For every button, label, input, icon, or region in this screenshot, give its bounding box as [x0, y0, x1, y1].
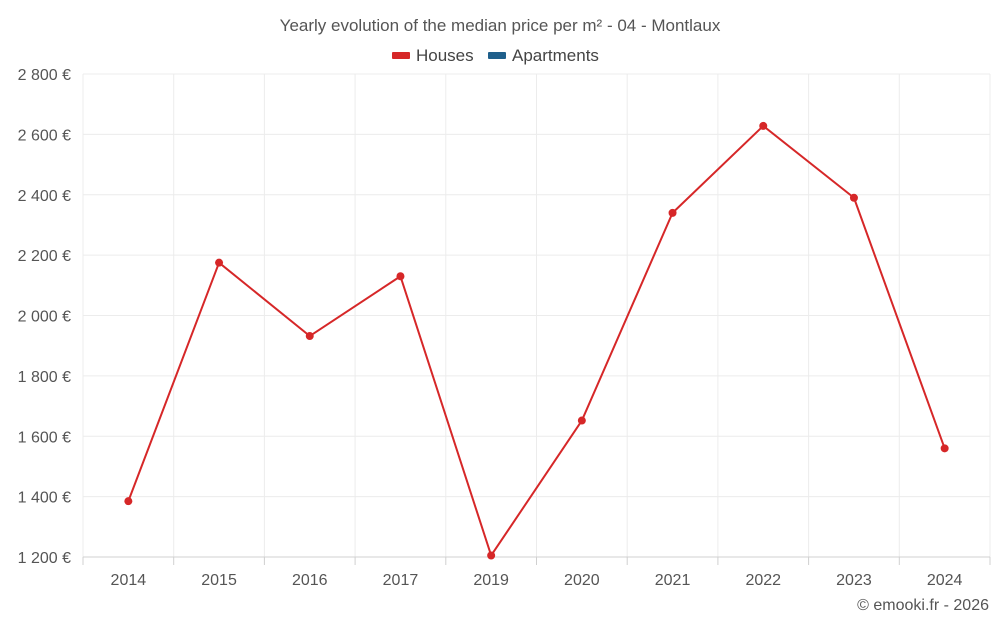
y-tick-label: 2 200 € — [18, 248, 71, 265]
legend-label-houses: Houses — [416, 46, 474, 65]
legend-item-apartments[interactable]: Apartments — [488, 46, 599, 65]
x-tick-label: 2015 — [201, 572, 237, 589]
x-tick-label: 2014 — [111, 572, 147, 589]
x-tick-label: 2021 — [655, 572, 691, 589]
y-tick-label: 2 600 € — [18, 127, 71, 144]
credit-text: © emooki.fr - 2026 — [857, 597, 989, 614]
x-tick-label: 2019 — [473, 572, 509, 589]
y-tick-label: 1 200 € — [18, 550, 71, 567]
legend-label-apartments: Apartments — [512, 46, 599, 65]
data-point-houses[interactable] — [849, 193, 858, 202]
x-tick-label: 2024 — [927, 572, 963, 589]
data-point-houses[interactable] — [124, 497, 133, 506]
y-tick-label: 2 000 € — [18, 309, 71, 326]
data-point-houses[interactable] — [577, 416, 586, 425]
y-tick-label: 1 400 € — [18, 490, 71, 507]
legend: Houses Apartments — [392, 46, 599, 65]
x-tick-label: 2023 — [836, 572, 872, 589]
y-tick-label: 2 400 € — [18, 188, 71, 205]
legend-item-houses[interactable]: Houses — [392, 46, 474, 65]
legend-swatch-apartments — [488, 52, 506, 59]
data-point-houses[interactable] — [759, 121, 768, 130]
y-tick-label: 2 800 € — [18, 67, 71, 84]
x-tick-label: 2016 — [292, 572, 328, 589]
data-point-houses[interactable] — [487, 551, 496, 560]
x-tick-label: 2022 — [745, 572, 781, 589]
x-tick-label: 2017 — [383, 572, 419, 589]
data-point-houses[interactable] — [396, 272, 405, 281]
x-gridlines — [82, 74, 991, 557]
x-tick-label: 2020 — [564, 572, 600, 589]
chart-title: Yearly evolution of the median price per… — [280, 16, 721, 35]
y-tick-label: 1 600 € — [18, 429, 71, 446]
legend-swatch-houses — [392, 52, 410, 59]
x-axis-ticks: 2014 2015 2016 2017 2019 2020 2021 2022 2023 2024 — [82, 557, 991, 589]
data-point-houses[interactable] — [305, 332, 314, 341]
data-point-houses[interactable] — [668, 208, 677, 217]
series-line-houses — [127, 124, 946, 557]
y-tick-label: 1 800 € — [18, 369, 71, 386]
data-point-houses[interactable] — [215, 258, 224, 267]
y-axis-ticks: 1 200 € 1 400 € 1 600 € 1 800 € 2 000 € 2 200… — [18, 67, 71, 567]
series-group — [124, 121, 949, 560]
data-point-houses[interactable] — [940, 444, 949, 453]
